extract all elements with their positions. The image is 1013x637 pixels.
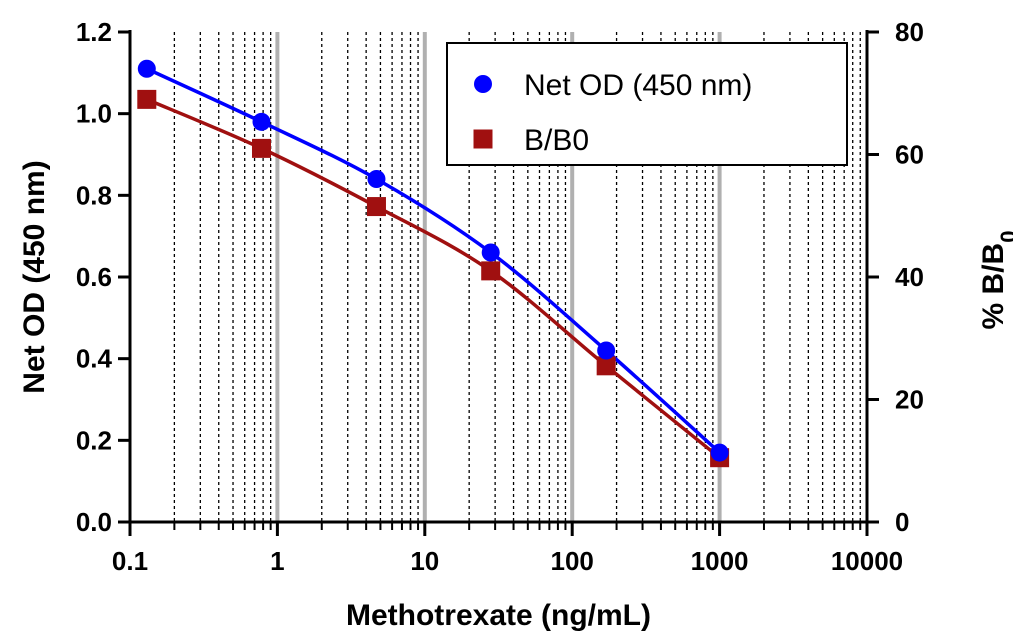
x-tick-label: 1 [270, 546, 284, 576]
y2-axis-title: % B/B0 [977, 231, 1013, 330]
legend-marker-net-od [474, 75, 492, 93]
legend-label-b-b0: B/B0 [524, 124, 589, 157]
data-point-net-od [367, 170, 386, 188]
data-point-b-b0 [251, 138, 271, 158]
axis-layer: 0.0 0.2 0.4 0.6 0.8 1.0 1.2 0 20 40 60 80 0.1 1 10 100 1… [76, 17, 924, 576]
marker-layer [137, 59, 730, 468]
y2-tick-label: 20 [895, 385, 924, 415]
y-tick-label: 0.6 [76, 262, 112, 292]
data-point-b-b0 [481, 261, 501, 281]
legend-marker-b-b0 [473, 129, 493, 149]
y-tick-label: 0.2 [76, 425, 112, 455]
x-tick-label: 1000 [691, 546, 749, 576]
series-line-0 [146, 67, 721, 454]
y-tick-label: 1.2 [76, 17, 112, 47]
y2-tick-label: 80 [895, 17, 924, 47]
data-point-net-od [252, 112, 271, 131]
data-point-net-od [481, 243, 500, 262]
data-point-b-b0 [366, 197, 386, 217]
data-point-net-od [710, 443, 729, 462]
y-tick-label: 0.0 [76, 507, 112, 537]
legend-label-net-od: Net OD (450 nm) [524, 69, 752, 102]
y-tick-label: 0.8 [76, 180, 112, 210]
y-tick-label: 1.0 [76, 99, 112, 129]
x-tick-label: 0.1 [112, 546, 148, 576]
x-tick-label: 10000 [831, 546, 903, 576]
series-line-1 [146, 97, 721, 460]
y2-tick-label: 40 [895, 262, 924, 292]
legend-box [446, 42, 848, 166]
x-tick-label: 100 [551, 546, 594, 576]
y-axis-title: Net OD (450 nm) [18, 160, 51, 393]
x-tick-label: 10 [410, 546, 439, 576]
y2-tick-label: 0 [895, 507, 909, 537]
x-axis-title: Methotrexate (ng/mL) [346, 599, 651, 632]
legend: Net OD (450 nm) B/B0 [446, 42, 848, 166]
data-point-b-b0 [137, 89, 157, 109]
data-point-b-b0 [596, 356, 616, 376]
data-point-net-od [597, 341, 616, 360]
y-tick-label: 0.4 [76, 344, 113, 374]
curve-layer [146, 67, 721, 460]
y2-tick-label: 60 [895, 140, 924, 170]
data-point-net-od [137, 59, 156, 78]
